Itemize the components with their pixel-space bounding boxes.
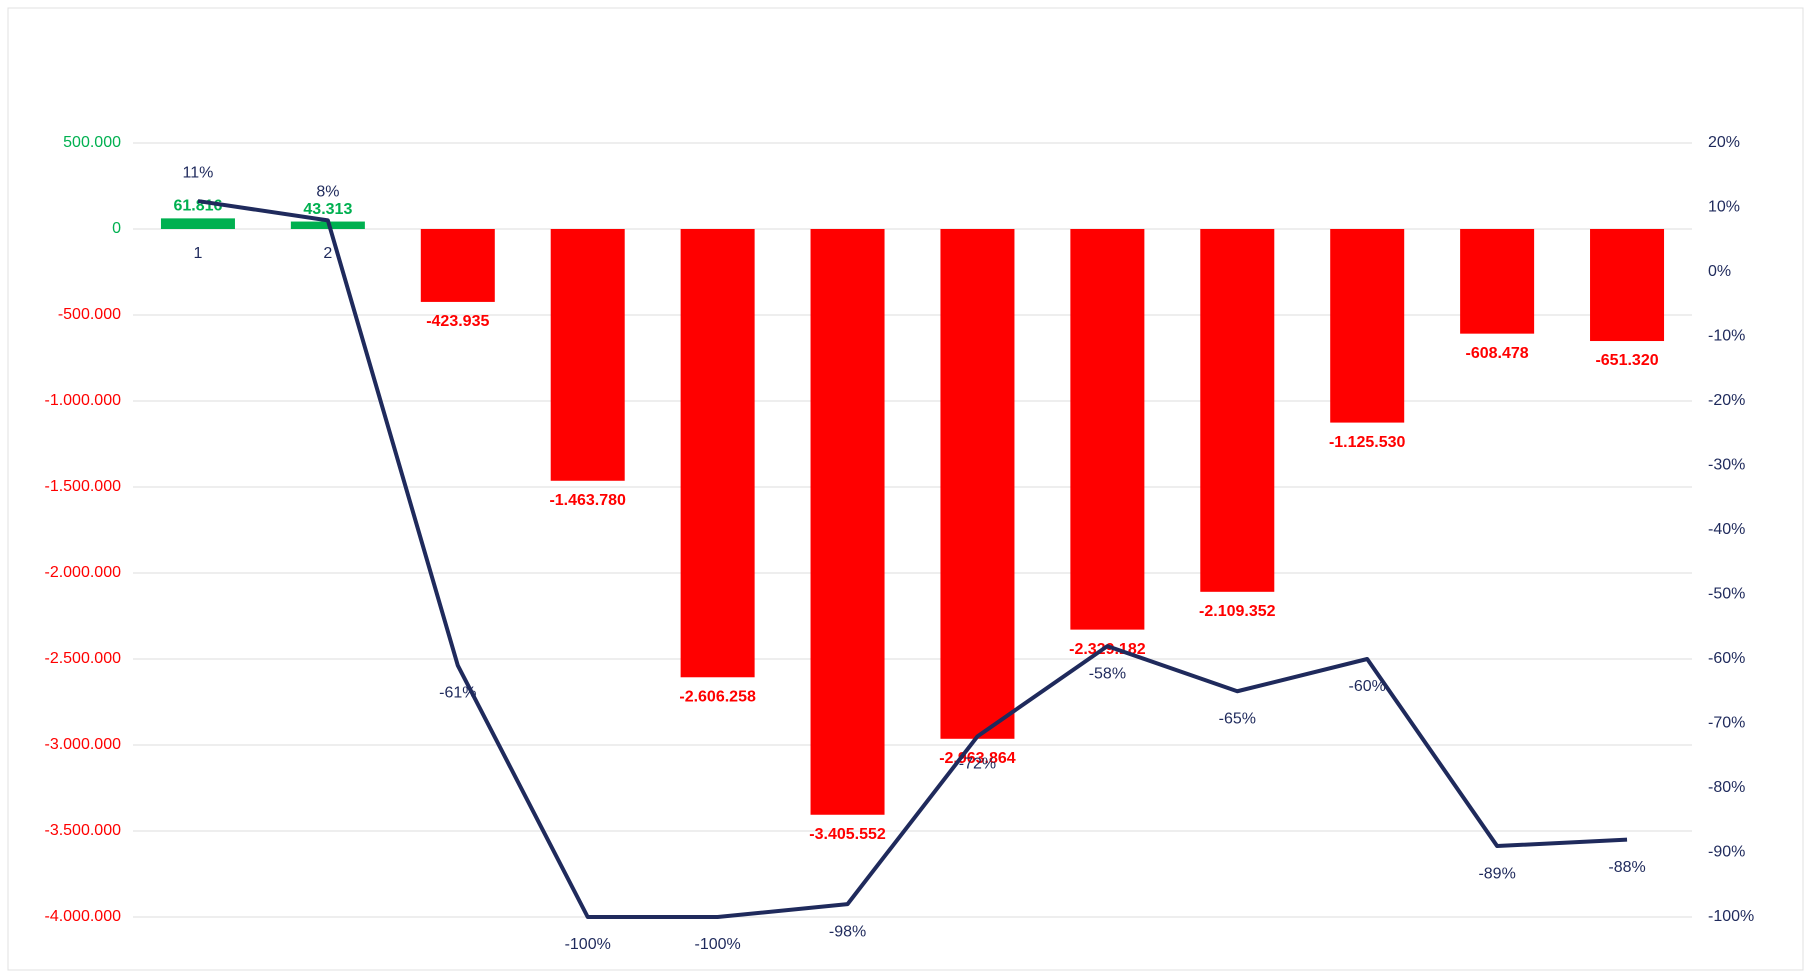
chart-frame xyxy=(7,7,1804,971)
y-tick-label: -4.000.000 xyxy=(44,908,121,925)
line-value-label: -100% xyxy=(565,936,611,953)
bar xyxy=(940,229,1015,739)
y-tick-label: -1.500.000 xyxy=(44,478,121,495)
y2-tick-label: -70% xyxy=(1708,715,1745,732)
bar-value-label: 43.313 xyxy=(303,201,352,218)
x-tick-label: 2 xyxy=(323,245,332,262)
y-tick-label: -1.000.000 xyxy=(44,392,121,409)
bar xyxy=(160,218,235,229)
y-tick-label: -500.000 xyxy=(58,306,121,323)
bar xyxy=(1200,229,1275,592)
y-tick-label: 500.000 xyxy=(63,134,121,151)
y2-tick-label: 0% xyxy=(1708,263,1731,280)
y2-tick-label: 20% xyxy=(1708,134,1740,151)
line-value-label: -88% xyxy=(1608,859,1645,876)
y2-tick-label: -90% xyxy=(1708,844,1745,861)
line-value-label: -100% xyxy=(695,936,741,953)
bar xyxy=(420,229,495,302)
y-tick-label: -2.500.000 xyxy=(44,650,121,667)
y-tick-label: -3.500.000 xyxy=(44,822,121,839)
line-value-label: -60% xyxy=(1349,678,1386,695)
bar xyxy=(1330,229,1405,423)
bar xyxy=(550,229,625,481)
line-value-label: 8% xyxy=(316,184,339,201)
y2-tick-label: -30% xyxy=(1708,457,1745,474)
y2-tick-label: -80% xyxy=(1708,779,1745,796)
bar xyxy=(1590,229,1665,342)
bar-value-label: -3.405.552 xyxy=(809,826,886,843)
bar-value-label: -608.478 xyxy=(1466,345,1529,362)
bar-value-label: 61.816 xyxy=(173,198,222,215)
x-tick-label: 1 xyxy=(194,245,203,262)
line-value-label: -98% xyxy=(829,923,866,940)
y-tick-label: -2.000.000 xyxy=(44,564,121,581)
y-tick-label: -3.000.000 xyxy=(44,736,121,753)
line-value-label: -89% xyxy=(1478,865,1515,882)
y-tick-label: 0 xyxy=(112,220,121,237)
bar-value-label: -2.606.258 xyxy=(679,688,756,705)
y2-tick-label: -100% xyxy=(1708,908,1754,925)
line-value-label: -72% xyxy=(959,756,996,773)
y2-tick-label: -20% xyxy=(1708,392,1745,409)
line-value-label: -58% xyxy=(1089,665,1126,682)
bar xyxy=(810,229,885,815)
y2-tick-label: -50% xyxy=(1708,586,1745,603)
line-value-label: 11% xyxy=(183,164,214,181)
bar-value-label: -2.109.352 xyxy=(1199,603,1276,620)
bar-value-label: -651.320 xyxy=(1595,352,1658,369)
y2-tick-label: 10% xyxy=(1708,199,1740,216)
line-value-label: -65% xyxy=(1219,710,1256,727)
bar xyxy=(680,229,755,678)
line xyxy=(197,199,1628,919)
bar xyxy=(1460,229,1535,334)
y2-tick-label: -60% xyxy=(1708,650,1745,667)
y2-tick-label: -40% xyxy=(1708,521,1745,538)
y2-tick-label: -10% xyxy=(1708,328,1745,345)
bar-value-label: -1.125.530 xyxy=(1329,434,1406,451)
bar-value-label: -423.935 xyxy=(426,313,489,330)
bar-value-label: -1.463.780 xyxy=(549,492,626,509)
bar xyxy=(1070,229,1145,630)
line-value-label: -61% xyxy=(439,685,476,702)
